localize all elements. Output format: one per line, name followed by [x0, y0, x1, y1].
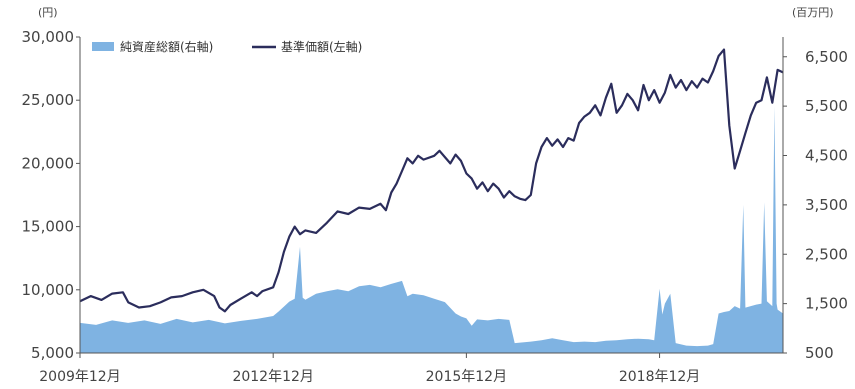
net-assets-area: [80, 106, 783, 353]
left-tick-label: 15,000: [22, 218, 75, 236]
axes-layer: 5,000 10,000 15,000 20,000 25,000 30,000 500 1,…: [22, 28, 848, 385]
legend-label-nav: 基準価額(左軸): [281, 39, 362, 54]
right-tick-label: 500: [805, 344, 834, 362]
right-tick-label: 4,500: [805, 147, 848, 165]
x-tick-label: 2012年12月: [232, 369, 313, 385]
legend: 純資産総額(右軸) 基準価額(左軸): [92, 39, 362, 54]
legend-area-swatch: [92, 42, 114, 51]
right-tick-label: 1,500: [805, 295, 848, 313]
x-tick-label: 2009年12月: [39, 369, 120, 385]
left-tick-label: 20,000: [22, 154, 75, 172]
left-tick-label: 5,000: [31, 344, 74, 362]
nav-line-layer: [79, 48, 784, 313]
left-tick-label: 30,000: [22, 28, 75, 46]
left-tick-label: 10,000: [22, 281, 75, 299]
right-axis-unit: (百万円): [792, 6, 834, 19]
x-tick-label: 2018年12月: [619, 369, 700, 385]
nav-line: [79, 48, 784, 313]
net-assets-area-layer: [80, 106, 783, 353]
left-axis-unit: (円): [38, 6, 58, 19]
right-tick-label: 2,500: [805, 245, 848, 263]
x-tick-label: 2015年12月: [426, 369, 507, 385]
right-tick-label: 5,500: [805, 97, 848, 115]
right-tick-label: 3,500: [805, 196, 848, 214]
left-tick-label: 25,000: [22, 91, 75, 109]
legend-label-net-assets: 純資産総額(右軸): [120, 39, 213, 54]
right-tick-label: 6,500: [805, 48, 848, 66]
